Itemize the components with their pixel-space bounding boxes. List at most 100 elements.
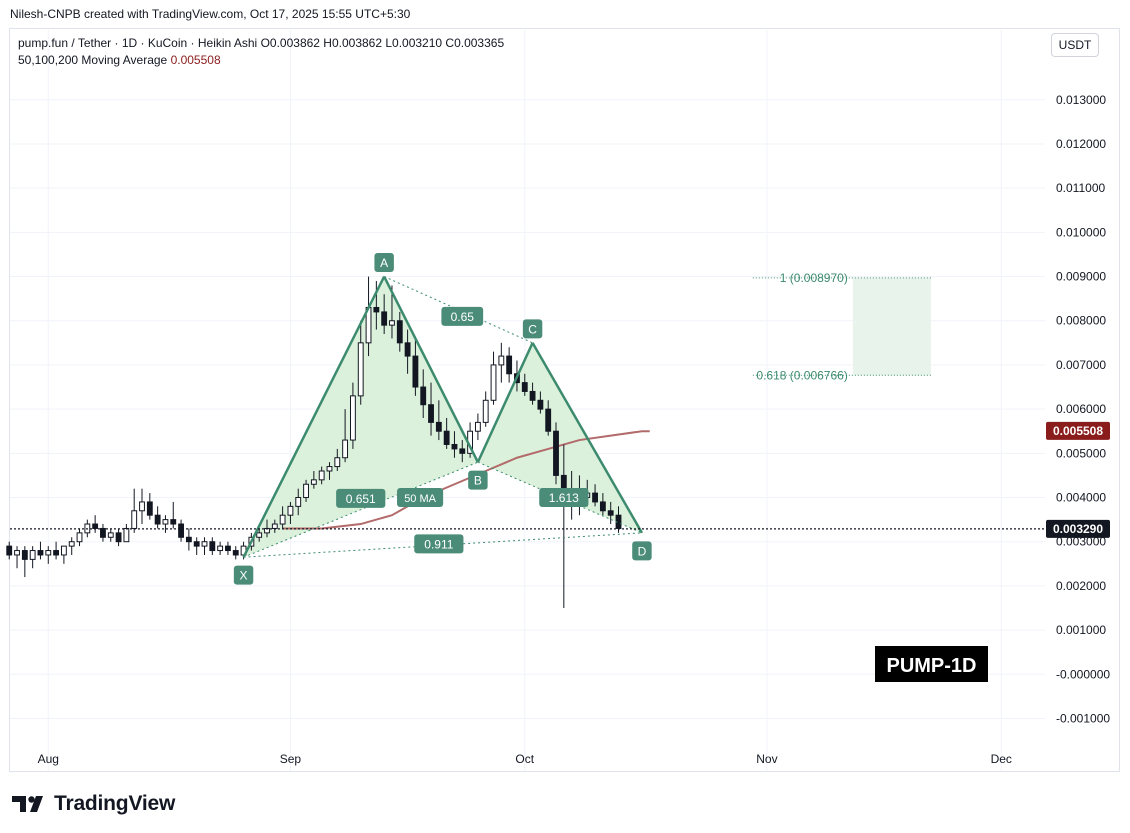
candle-body <box>334 457 341 468</box>
y-tick-label: 0.001000 <box>1056 623 1106 637</box>
candle-body <box>68 541 75 547</box>
chart-credit: Nilesh-CNPB created with TradingView.com… <box>10 7 411 21</box>
y-tick-label: 0.011000 <box>1056 181 1105 195</box>
symbol-info: pump.fun / Tether · 1D · KuCoin · Heikin… <box>18 36 258 50</box>
point-label-b-bg <box>468 470 488 490</box>
candle-body <box>381 311 388 326</box>
candle-body <box>115 532 122 543</box>
candle-body <box>592 492 598 503</box>
point-label-d: D <box>632 541 652 561</box>
y-tick-label: 0.007000 <box>1056 358 1106 372</box>
candle-body <box>412 355 419 388</box>
candle-body <box>310 479 317 485</box>
candle-body <box>256 532 263 538</box>
point-label-b-text: B <box>474 474 482 488</box>
candle-body <box>162 519 169 525</box>
tradingview-logo[interactable]: TradingView <box>12 792 175 816</box>
x-tick-label-sep: Sep <box>280 752 302 766</box>
candle-body <box>607 510 614 516</box>
point-label-x-bg <box>233 565 254 585</box>
ma-chart-label-text: 50 MA <box>404 493 436 505</box>
ma-price-badge: 0.005508 <box>1046 421 1110 440</box>
candle-body <box>60 545 67 556</box>
candle-body <box>342 439 349 459</box>
y-tick-label: 0.002000 <box>1056 579 1106 593</box>
chart-legend: pump.fun / Tether · 1D · KuCoin · Heikin… <box>18 35 504 69</box>
tradingview-wordmark: TradingView <box>54 792 176 815</box>
y-tick-label: 0.013000 <box>1056 93 1106 107</box>
point-label-c-text: C <box>528 322 537 336</box>
candle-body <box>443 430 450 445</box>
candle-body <box>232 550 239 556</box>
candle-body <box>545 408 552 432</box>
point-label-c: C <box>522 319 543 339</box>
candle-body <box>498 355 505 366</box>
candles <box>6 276 622 608</box>
candle-body <box>37 550 44 556</box>
candle-body <box>123 527 130 543</box>
point-label-d-text: D <box>638 544 647 558</box>
symbol-watermark-bg <box>875 646 988 682</box>
ratio-label: 1.613 <box>539 488 589 508</box>
y-tick-label: 0.004000 <box>1056 491 1106 505</box>
symbol-row: pump.fun / Tether · 1D · KuCoin · Heikin… <box>18 35 504 52</box>
pattern-leg-XA <box>242 275 386 558</box>
candle-body <box>100 527 106 538</box>
point-label-c-bg <box>522 319 543 339</box>
y-tick-label: 0.009000 <box>1056 270 1106 284</box>
point-label-b: B <box>468 470 488 490</box>
candle-body <box>389 320 395 326</box>
candle-body <box>459 448 466 454</box>
candle-body <box>318 470 325 481</box>
candle-body <box>349 395 356 441</box>
candle-body <box>76 532 83 543</box>
point-label-a: A <box>374 253 394 273</box>
candle-body <box>295 497 302 507</box>
candle-body <box>14 550 20 556</box>
pattern-leg-AB <box>383 275 480 463</box>
y-tick-label: 0.012000 <box>1056 137 1106 151</box>
point-label-a-text: A <box>380 256 388 270</box>
x-tick-label-oct: Oct <box>515 752 534 766</box>
candle-body <box>404 342 411 357</box>
ratio-label-bg <box>441 306 484 326</box>
y-tick-label: 0.003000 <box>1056 535 1106 549</box>
candle-body <box>428 404 434 423</box>
point-label-a-bg <box>374 253 394 273</box>
ratio-label: 0.65 <box>441 306 484 326</box>
candle-body <box>29 550 36 560</box>
grid-lines <box>10 30 1045 771</box>
candle-body <box>303 483 309 499</box>
candle-body <box>537 399 544 410</box>
ma-chart-label: 50 MA <box>397 488 444 508</box>
candle-body <box>474 421 481 432</box>
candle-body <box>6 545 13 556</box>
candle-body <box>287 505 294 516</box>
point-label-d-bg <box>632 541 652 561</box>
candle-body <box>139 501 145 512</box>
y-tick-label: 0.008000 <box>1056 314 1106 328</box>
ratio-label-text: 0.651 <box>346 492 376 506</box>
chart-frame <box>9 28 1120 772</box>
ratio-label-text: 0.65 <box>451 310 475 324</box>
target-zone <box>852 277 931 376</box>
candle-body <box>529 390 536 401</box>
ohlc-values: O0.003862 H0.003862 L0.003210 C0.003365 <box>260 36 505 50</box>
candle-body <box>225 545 231 552</box>
y-tick-label: -0.000000 <box>1056 667 1110 681</box>
ratio-label-bg <box>539 488 589 508</box>
pattern-bcd-fill <box>477 342 642 533</box>
y-tick-label: 0.010000 <box>1056 225 1106 239</box>
ratio-label-bg <box>414 534 464 554</box>
candle-body <box>53 550 60 556</box>
pattern-leg-CD <box>531 342 644 534</box>
pattern-ratio-XB <box>243 461 479 558</box>
ma-row: 50,100,200 Moving Average 0.005508 <box>18 52 504 69</box>
candle-body <box>170 519 177 525</box>
symbol-watermark: PUMP-1D <box>875 646 988 682</box>
currency-selector[interactable]: USDT <box>1051 33 1099 57</box>
candle-body <box>357 342 364 397</box>
candle-body <box>92 523 99 529</box>
x-tick-label-dec: Dec <box>991 752 1012 766</box>
